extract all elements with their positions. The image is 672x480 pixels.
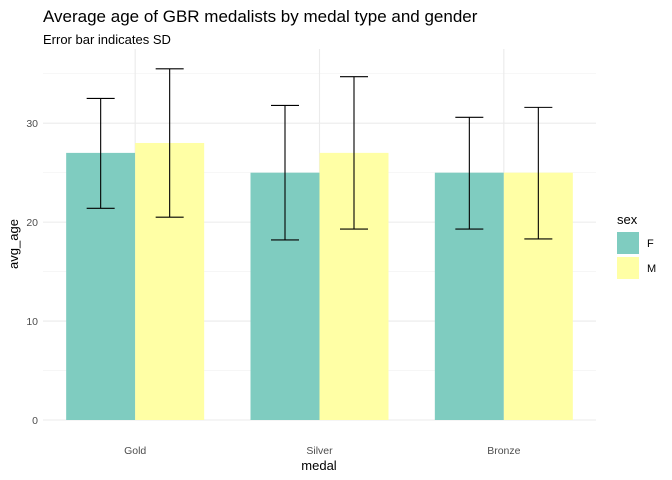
y-tick-label: 20 xyxy=(26,217,38,229)
y-tick-label: 30 xyxy=(26,118,38,130)
bars xyxy=(66,142,573,420)
error-bar-silver-f xyxy=(271,104,299,241)
legend-label-m: M xyxy=(647,263,656,275)
legend-key-m xyxy=(617,257,639,279)
error-bar-bronze-f xyxy=(455,116,484,230)
x-axis-title: medal xyxy=(301,458,337,473)
error-bar-gold-f xyxy=(86,97,115,209)
error-bar-silver-m xyxy=(340,76,368,230)
error-bar-bronze-m xyxy=(524,106,553,240)
y-tick-label: 10 xyxy=(26,316,38,328)
error-bar-gold-m xyxy=(155,68,184,218)
legend-label-f: F xyxy=(647,238,654,250)
x-axis-ticks: Gold Silver Bronze xyxy=(124,445,521,457)
x-tick-label: Bronze xyxy=(487,445,520,457)
y-tick-label: 0 xyxy=(32,415,38,427)
y-axis-ticks: 0 10 20 30 xyxy=(26,118,38,427)
y-axis-title: avg_age xyxy=(6,219,21,269)
legend-title: sex xyxy=(617,212,638,227)
x-tick-label: Silver xyxy=(306,445,333,457)
chart-subtitle: Error bar indicates SD xyxy=(43,32,171,47)
x-tick-label: Gold xyxy=(124,445,146,457)
chart-title: Average age of GBR medalists by medal ty… xyxy=(43,7,478,26)
error-bars xyxy=(86,68,553,241)
legend: sex F M xyxy=(617,212,656,279)
legend-key-f xyxy=(617,232,639,254)
